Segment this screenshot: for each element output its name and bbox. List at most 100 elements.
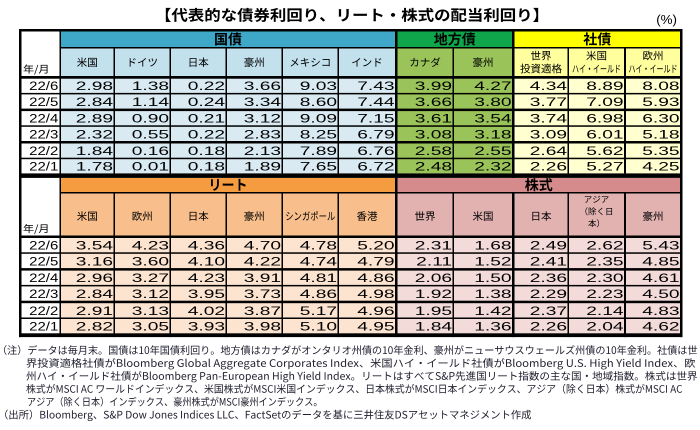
svg-text:3.27: 3.27 (132, 272, 169, 285)
svg-text:2.26: 2.26 (530, 161, 567, 174)
svg-text:2.06: 2.06 (415, 272, 452, 285)
svg-text:3.54: 3.54 (474, 113, 511, 126)
svg-text:1.89: 1.89 (244, 161, 281, 174)
svg-text:3.13: 3.13 (132, 305, 169, 318)
svg-text:3.12: 3.12 (132, 288, 169, 301)
svg-text:1.38: 1.38 (132, 80, 169, 93)
svg-text:5.18: 5.18 (642, 129, 679, 142)
svg-text:4.81: 4.81 (300, 272, 337, 285)
svg-text:5.43: 5.43 (642, 240, 679, 253)
svg-text:3.16: 3.16 (76, 256, 113, 269)
svg-text:2.55: 2.55 (474, 145, 511, 158)
svg-text:3.34: 3.34 (244, 96, 281, 109)
svg-text:3.99: 3.99 (415, 80, 452, 93)
svg-text:3.80: 3.80 (474, 96, 511, 109)
svg-text:4.50: 4.50 (642, 288, 679, 301)
svg-text:2.49: 2.49 (530, 240, 567, 253)
svg-text:9.09: 9.09 (300, 113, 337, 126)
svg-text:3.18: 3.18 (474, 129, 511, 142)
svg-text:0.16: 0.16 (132, 145, 169, 158)
svg-text:8.25: 8.25 (300, 129, 337, 142)
svg-text:1.42: 1.42 (474, 305, 511, 318)
svg-text:7.89: 7.89 (300, 145, 337, 158)
svg-text:3.66: 3.66 (244, 80, 281, 93)
svg-text:5.10: 5.10 (300, 321, 337, 334)
svg-text:2.36: 2.36 (530, 272, 567, 285)
svg-text:22/6: 22/6 (29, 239, 58, 252)
svg-text:2.58: 2.58 (415, 145, 452, 158)
svg-text:1.84: 1.84 (76, 145, 113, 158)
svg-text:2.48: 2.48 (415, 161, 452, 174)
svg-text:1.36: 1.36 (474, 321, 511, 334)
svg-text:5.35: 5.35 (642, 145, 679, 158)
svg-text:5.62: 5.62 (586, 145, 623, 158)
svg-text:22/5: 22/5 (29, 255, 58, 268)
svg-text:2.26: 2.26 (530, 321, 567, 334)
svg-text:3.74: 3.74 (530, 113, 567, 126)
svg-text:4.86: 4.86 (300, 288, 337, 301)
svg-text:4.70: 4.70 (244, 240, 281, 253)
svg-text:9.03: 9.03 (300, 80, 337, 93)
svg-text:22/3: 22/3 (29, 287, 58, 300)
svg-text:2.23: 2.23 (586, 288, 623, 301)
svg-text:1.68: 1.68 (474, 240, 511, 253)
svg-text:2.31: 2.31 (415, 240, 452, 253)
svg-text:4.86: 4.86 (357, 272, 394, 285)
svg-text:7.44: 7.44 (357, 96, 394, 109)
svg-text:2.62: 2.62 (586, 240, 623, 253)
svg-text:0.01: 0.01 (132, 161, 169, 174)
svg-text:22/5: 22/5 (29, 95, 58, 108)
svg-text:3.73: 3.73 (244, 288, 281, 301)
svg-text:4.34: 4.34 (530, 80, 567, 93)
svg-text:0.22: 0.22 (188, 80, 225, 93)
svg-text:2.96: 2.96 (76, 272, 113, 285)
svg-text:3.93: 3.93 (188, 321, 225, 334)
svg-text:4.74: 4.74 (300, 256, 337, 269)
svg-text:5.93: 5.93 (642, 96, 679, 109)
svg-text:4.36: 4.36 (188, 240, 225, 253)
svg-text:4.62: 4.62 (642, 321, 679, 334)
svg-text:3.98: 3.98 (244, 321, 281, 334)
svg-text:1.95: 1.95 (415, 305, 452, 318)
svg-text:22/6: 22/6 (29, 80, 58, 93)
svg-text:0.18: 0.18 (188, 161, 225, 174)
svg-text:2.13: 2.13 (244, 145, 281, 158)
svg-text:22/2: 22/2 (29, 304, 58, 317)
svg-text:4.85: 4.85 (642, 256, 679, 269)
svg-text:4.10: 4.10 (188, 256, 225, 269)
svg-text:0.55: 0.55 (132, 129, 169, 142)
svg-text:4.78: 4.78 (300, 240, 337, 253)
svg-text:6.76: 6.76 (357, 145, 394, 158)
svg-text:1.50: 1.50 (474, 272, 511, 285)
svg-text:3.09: 3.09 (530, 129, 567, 142)
svg-text:6.98: 6.98 (586, 113, 623, 126)
svg-text:5.20: 5.20 (357, 240, 394, 253)
svg-text:22/1: 22/1 (29, 320, 58, 333)
svg-text:3.77: 3.77 (530, 96, 567, 109)
svg-text:0.90: 0.90 (132, 113, 169, 126)
svg-text:4.83: 4.83 (642, 305, 679, 318)
svg-text:6.01: 6.01 (586, 129, 623, 142)
svg-text:2.98: 2.98 (76, 80, 113, 93)
svg-text:7.09: 7.09 (586, 96, 623, 109)
svg-text:2.83: 2.83 (244, 129, 281, 142)
svg-text:7.65: 7.65 (300, 161, 337, 174)
svg-text:3.91: 3.91 (244, 272, 281, 285)
svg-text:2.29: 2.29 (530, 288, 567, 301)
svg-text:3.95: 3.95 (188, 288, 225, 301)
svg-text:3.54: 3.54 (76, 240, 113, 253)
svg-text:7.43: 7.43 (357, 80, 394, 93)
svg-text:0.22: 0.22 (188, 129, 225, 142)
svg-text:5.17: 5.17 (300, 305, 337, 318)
svg-text:4.25: 4.25 (642, 161, 679, 174)
svg-text:4.98: 4.98 (357, 288, 394, 301)
svg-text:1.14: 1.14 (132, 96, 169, 109)
svg-text:4.23: 4.23 (188, 272, 225, 285)
svg-text:1.84: 1.84 (415, 321, 452, 334)
svg-text:3.60: 3.60 (132, 256, 169, 269)
svg-text:1.92: 1.92 (415, 288, 452, 301)
svg-text:4.61: 4.61 (642, 272, 679, 285)
svg-text:3.87: 3.87 (244, 305, 281, 318)
svg-text:2.89: 2.89 (76, 113, 113, 126)
svg-text:2.37: 2.37 (530, 305, 567, 318)
